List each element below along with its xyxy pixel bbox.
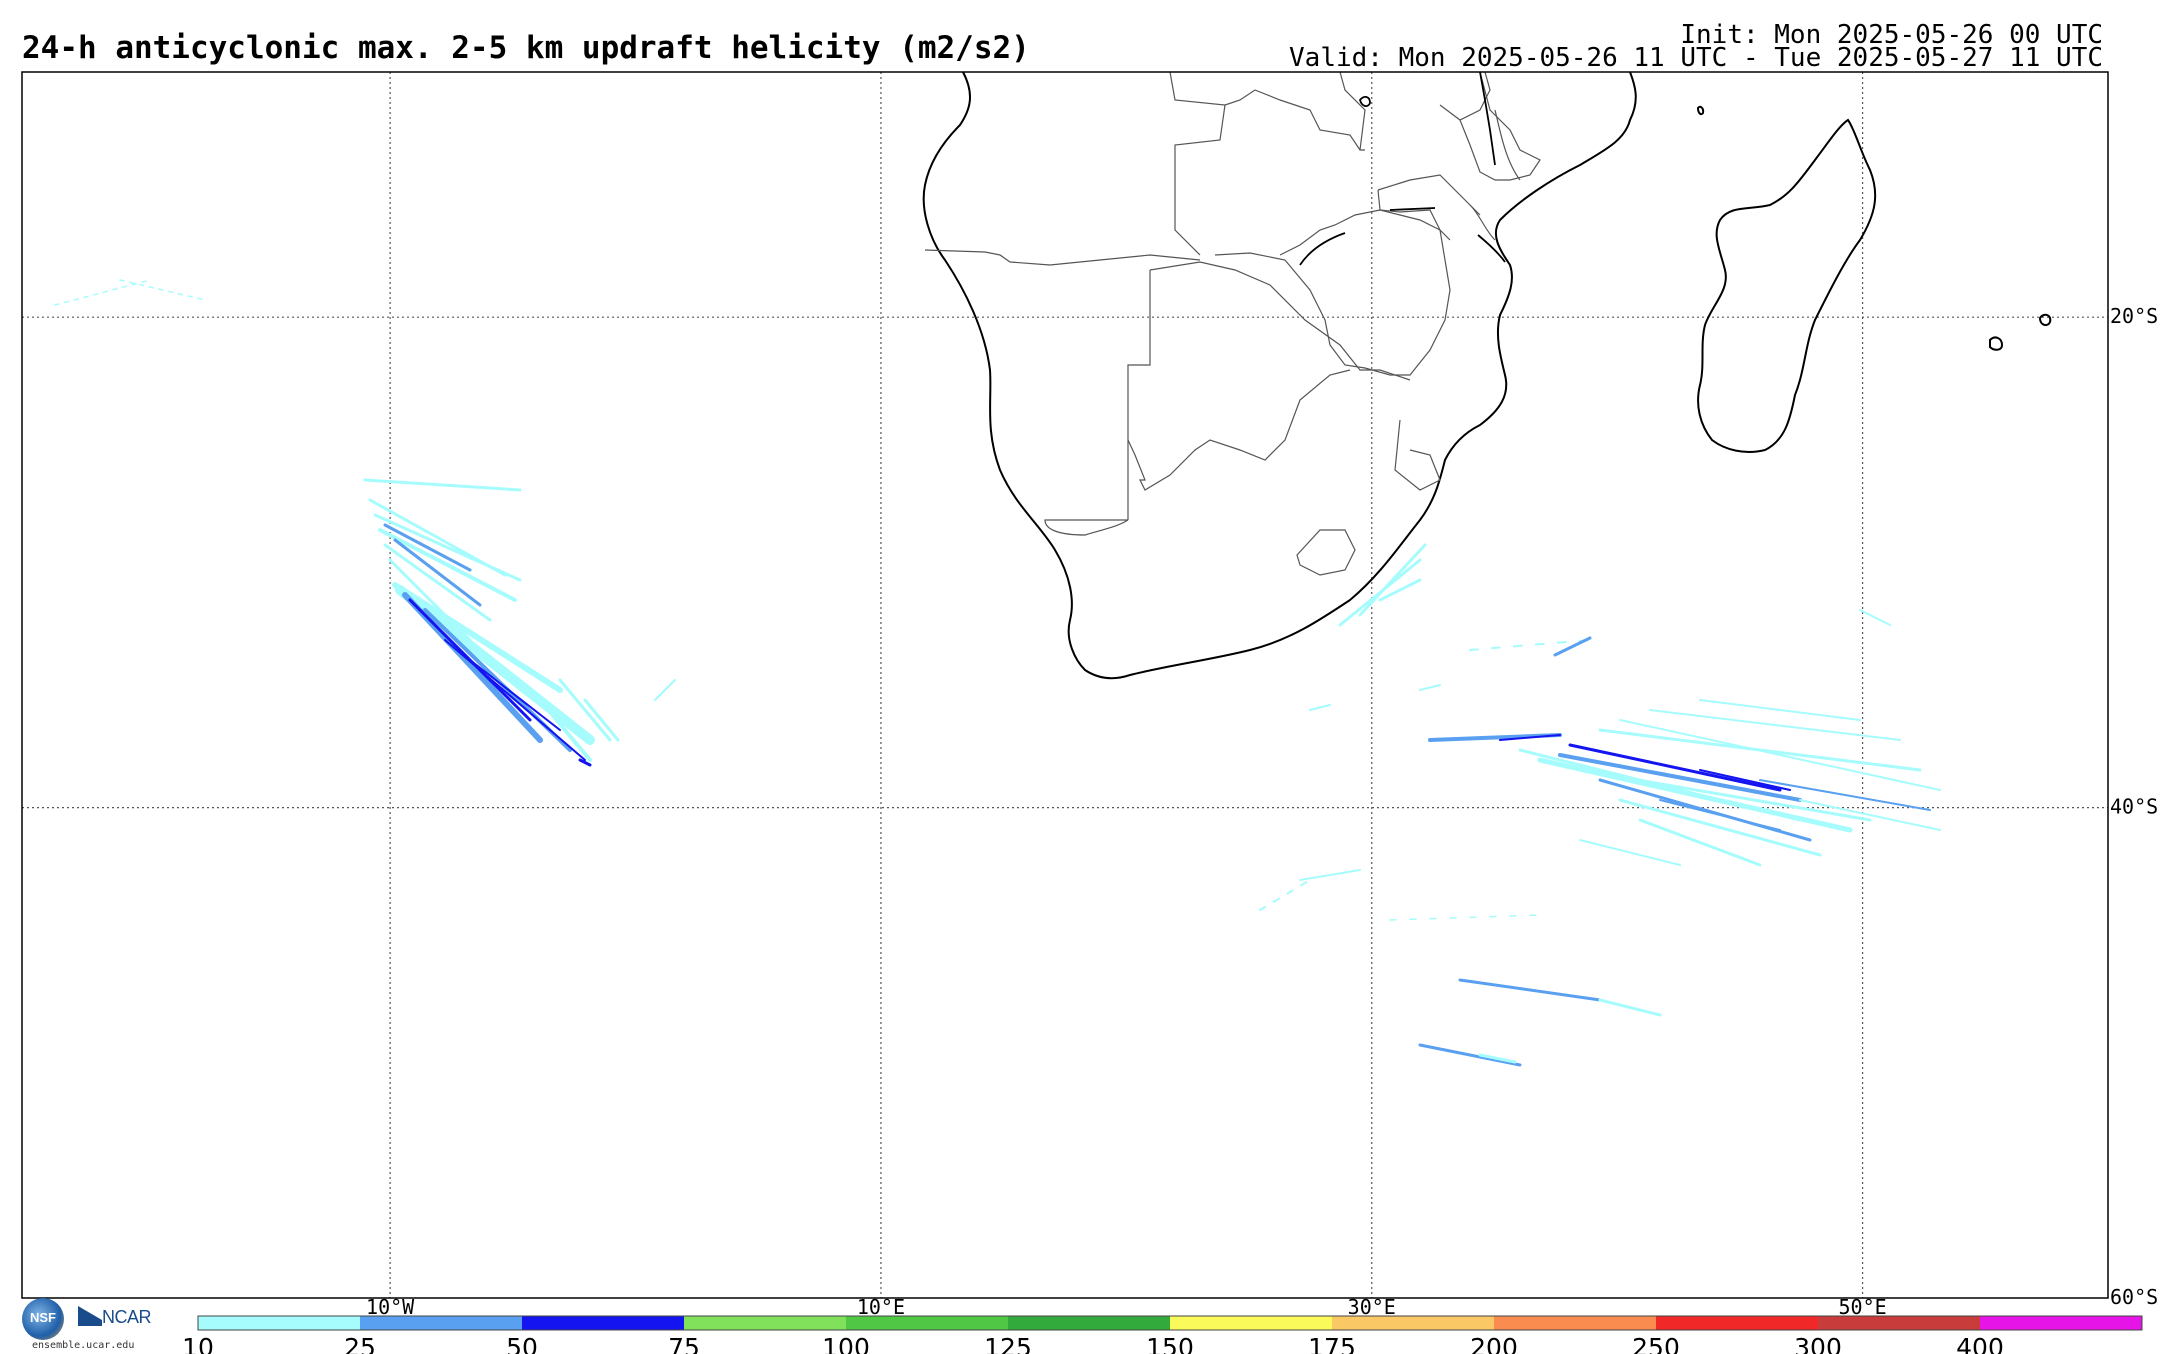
lat-tick-label: 60°S — [2110, 1285, 2158, 1309]
map-frame — [21, 71, 2109, 1299]
colorbar-swatch — [1818, 1316, 1980, 1330]
logo-area: NSF NCAR ensemble.ucar.edu — [22, 1298, 162, 1354]
ncar-wedge-icon — [78, 1306, 102, 1326]
colorbar-level-label: 250 — [1632, 1333, 1680, 1354]
ncar-url: ensemble.ucar.edu — [32, 1340, 135, 1351]
colorbar-level-label: 150 — [1146, 1333, 1194, 1354]
colorbar-level-label: 300 — [1794, 1333, 1842, 1354]
ncar-logo-text: NCAR — [102, 1307, 152, 1327]
colorbar-swatch — [360, 1316, 522, 1330]
colorbar-level-label: 125 — [984, 1333, 1032, 1354]
colorbar-swatch — [1008, 1316, 1170, 1330]
colorbar-level-label: 25 — [344, 1333, 376, 1354]
small-island — [1696, 105, 1705, 116]
lon-tick-label: 10°E — [857, 1295, 905, 1319]
mauritius-coast — [1989, 336, 2004, 351]
map-background — [22, 72, 2108, 1298]
gridlines — [22, 72, 2108, 1298]
init-time: Init: Mon 2025-05-26 00 UTC — [1680, 20, 2103, 50]
colorbar-swatch — [522, 1316, 684, 1330]
colorbar-swatch — [1494, 1316, 1656, 1330]
colorbar-swatch — [684, 1316, 846, 1330]
colorbar-frame — [197, 1315, 2143, 1331]
colorbar-level-label: 200 — [1470, 1333, 1518, 1354]
nsf-globe-icon: NSF — [22, 1298, 64, 1340]
africa-coast — [922, 71, 1637, 680]
tick-labels: 10°W 10°E 30°E 50°E 20°S 40°S 60°S — [366, 304, 2158, 1319]
colorbar-swatch — [1980, 1316, 2142, 1330]
colorbar-level-label: 175 — [1308, 1333, 1356, 1354]
colorbar-swatch — [198, 1316, 360, 1330]
lakes — [1299, 71, 1506, 266]
reunion-coast — [2038, 313, 2052, 327]
nsf-logo-text: NSF — [30, 1310, 56, 1325]
page-title: 24-h anticyclonic max. 2-5 km updraft he… — [22, 30, 1030, 66]
valid-time: Valid: Mon 2025-05-26 11 UTC - Tue 2025-… — [1289, 43, 2103, 73]
swath-cluster-atlantic — [54, 279, 676, 767]
swath-cluster-africa-coast — [1338, 543, 1427, 627]
country-borders — [924, 71, 1541, 576]
colorbar-level-label: 100 — [822, 1333, 870, 1354]
lon-tick-label: 30°E — [1348, 1295, 1396, 1319]
lon-tick-label: 50°E — [1839, 1295, 1887, 1319]
colorbar-swatch — [1332, 1316, 1494, 1330]
swath-cluster-indian-ocean — [1259, 609, 1941, 1067]
lat-tick-label: 20°S — [2110, 304, 2158, 328]
madagascar-coast — [1697, 118, 1877, 453]
colorbar: 10 25 50 75 100 125 150 175 200 250 300 400 — [182, 1315, 2143, 1354]
helicity-swaths — [54, 279, 1941, 1067]
colorbar-level-label: 75 — [668, 1333, 700, 1354]
colorbar-level-label: 50 — [506, 1333, 538, 1354]
colorbar-swatch — [1656, 1316, 1818, 1330]
coastlines — [922, 71, 2052, 680]
lon-tick-label: 10°W — [366, 1295, 415, 1319]
colorbar-swatch — [846, 1316, 1008, 1330]
lat-tick-label: 40°S — [2110, 795, 2158, 819]
colorbar-swatch — [1170, 1316, 1332, 1330]
colorbar-level-label: 10 — [182, 1333, 214, 1354]
colorbar-level-label: 400 — [1956, 1333, 2004, 1354]
